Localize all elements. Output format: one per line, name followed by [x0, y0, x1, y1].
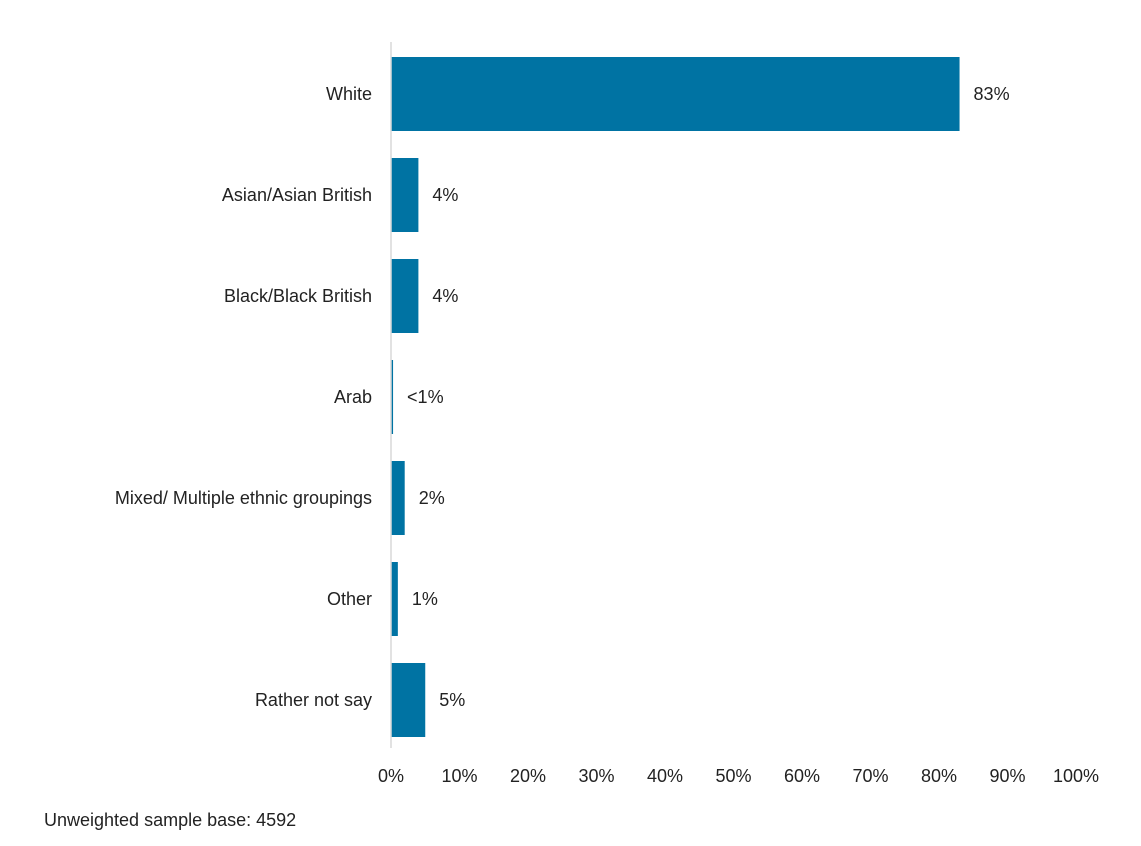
value-label-0: 83% [974, 84, 1010, 104]
bar-0 [391, 57, 960, 131]
value-label-4: 2% [419, 488, 445, 508]
category-label-4: Mixed/ Multiple ethnic groupings [115, 488, 372, 508]
bar-2 [391, 259, 419, 333]
x-tick-label-0: 0% [378, 766, 404, 786]
bar-3 [391, 360, 394, 434]
footnote: Unweighted sample base: 4592 [44, 810, 297, 830]
x-tick-label-8: 80% [921, 766, 957, 786]
category-label-1: Asian/Asian British [222, 185, 372, 205]
bar-1 [391, 158, 419, 232]
x-tick-label-3: 30% [578, 766, 614, 786]
x-tick-label-4: 40% [647, 766, 683, 786]
x-tick-label-5: 50% [715, 766, 751, 786]
chart-area: White Asian/Asian British Black/Black Brit… [115, 42, 1099, 786]
value-label-2: 4% [432, 286, 458, 306]
x-axis-ticks-group: 0% 10% 20% 30% 40% 50% 60% 70% 80% 90% 100% [378, 766, 1099, 786]
value-label-5: 1% [412, 589, 438, 609]
x-tick-label-7: 70% [852, 766, 888, 786]
value-label-1: 4% [432, 185, 458, 205]
x-tick-label-1: 10% [441, 766, 477, 786]
category-label-3: Arab [334, 387, 372, 407]
value-label-3: <1% [407, 387, 444, 407]
category-label-6: Rather not say [255, 690, 372, 710]
x-tick-label-2: 20% [510, 766, 546, 786]
category-label-2: Black/Black British [224, 286, 372, 306]
category-labels-group: White Asian/Asian British Black/Black Brit… [115, 84, 372, 710]
bar-4 [391, 461, 405, 535]
x-tick-label-6: 60% [784, 766, 820, 786]
bars-group [391, 57, 960, 737]
value-label-6: 5% [439, 690, 465, 710]
category-label-0: White [326, 84, 372, 104]
x-tick-label-10: 100% [1053, 766, 1099, 786]
bar-6 [391, 663, 426, 737]
value-labels-group: 83% 4% 4% <1% 2% 1% 5% [407, 84, 1010, 710]
category-label-5: Other [327, 589, 372, 609]
x-tick-label-9: 90% [989, 766, 1025, 786]
bar-5 [391, 562, 398, 636]
